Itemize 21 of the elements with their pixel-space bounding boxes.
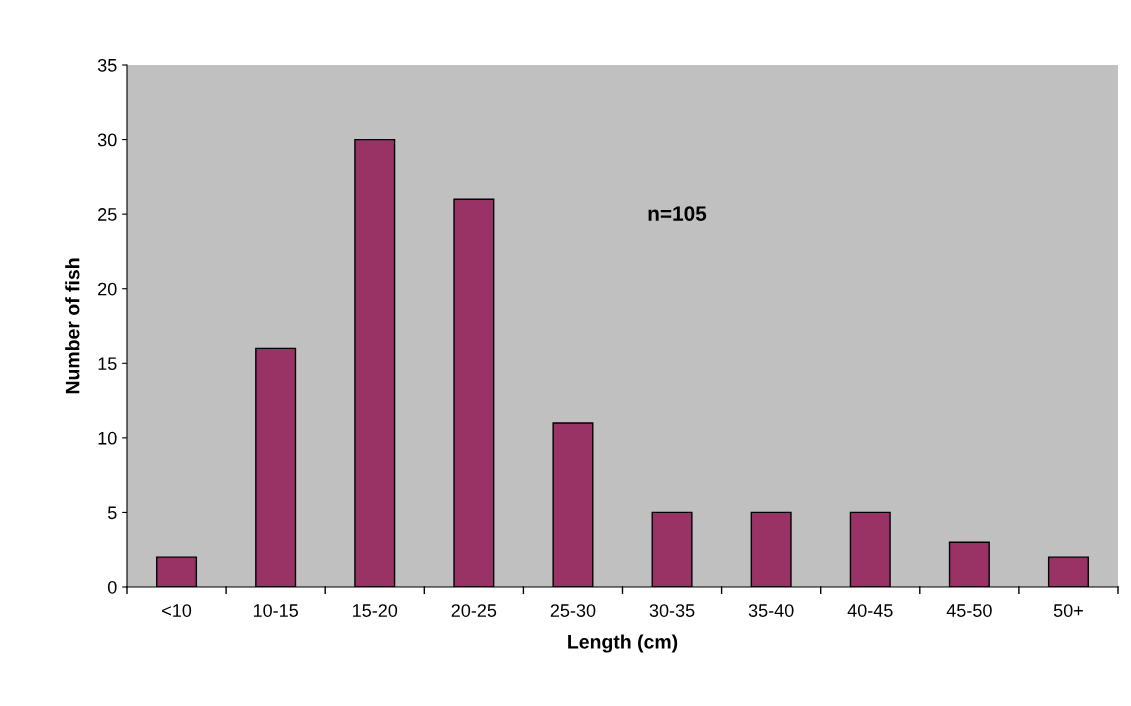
x-tick-label: 30-35 [649, 604, 695, 617]
x-tick-label: 35-40 [748, 604, 794, 617]
x-tick-label: 45-50 [946, 604, 992, 617]
x-tick-label: 50+ [1053, 604, 1083, 617]
y-tick-label: 25 [98, 208, 117, 221]
y-tick-label: 10 [98, 431, 117, 445]
x-axis-title: Length (cm) [568, 634, 678, 653]
y-tick-label: 5 [107, 506, 117, 520]
y-tick-label: 30 [97, 133, 117, 147]
x-tick-label: <10 [162, 604, 192, 617]
y-tick-label: 15 [98, 357, 117, 371]
y-tick-label: 20 [98, 282, 117, 296]
y-tick-label: 0 [107, 580, 117, 594]
x-tick-label: 15-20 [353, 604, 398, 617]
annotation: n=105 [648, 206, 707, 221]
y-axis-title: Number of fish [65, 258, 80, 394]
x-tick-label: 20-25 [451, 604, 497, 617]
y-tick-label: 35 [97, 58, 117, 72]
x-tick-label: 10-15 [253, 604, 298, 617]
x-tick-label: 25-30 [550, 604, 596, 617]
x-tick-label: 40-45 [847, 604, 893, 617]
